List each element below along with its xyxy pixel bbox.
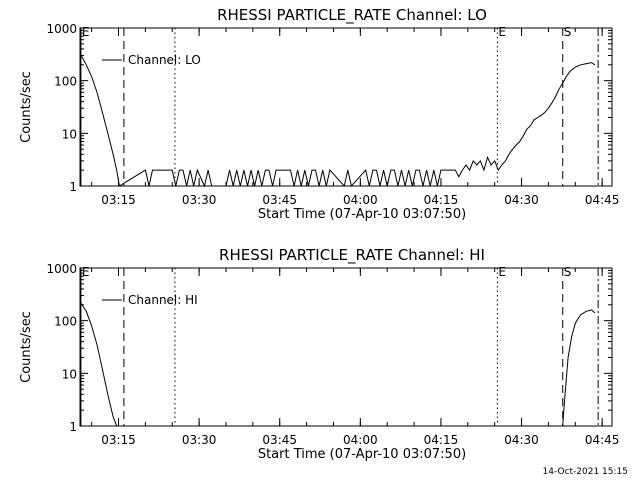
x-tick-label: 04:00 [343,433,378,447]
y-tick-label: 1 [69,420,77,434]
series-line [79,53,596,188]
y-tick-label: 100 [54,75,77,89]
y-tick-label: 1000 [46,22,77,36]
event-marker-label: S [564,25,572,39]
y-tick-label: 10 [62,127,77,141]
series-line [79,301,596,427]
chart-title: RHESSI PARTICLE_RATE Channel: HI [219,246,485,265]
x-tick-label: 04:45 [585,193,620,207]
x-tick-label: 03:30 [182,193,217,207]
chart-title: RHESSI PARTICLE_RATE Channel: LO [217,6,487,25]
y-axis-label: Counts/sec [19,311,34,383]
x-tick-label: 03:45 [262,433,297,447]
event-marker-label: S [564,265,572,279]
event-marker-label: E [82,25,90,39]
y-axis-label: Counts/sec [19,71,34,143]
x-tick-label: 03:30 [182,433,217,447]
x-axis-label: Start Time (07-Apr-10 03:07:50) [258,207,466,222]
x-axis-label: Start Time (07-Apr-10 03:07:50) [258,447,466,462]
event-marker-label: E [498,25,506,39]
y-tick-label: 100 [54,315,77,329]
legend-label: Channel: HI [128,293,198,307]
plot-frame [79,267,613,427]
x-tick-label: 03:45 [262,193,297,207]
legend-label: Channel: LO [128,53,201,67]
event-marker-label: E [498,265,506,279]
x-tick-label: 03:15 [101,193,136,207]
x-tick-label: 04:30 [504,193,539,207]
x-tick-label: 04:15 [424,193,459,207]
plot-frame [79,27,613,187]
x-tick-label: 04:45 [585,433,620,447]
y-tick-label: 10 [62,367,77,381]
x-tick-label: 03:15 [101,433,136,447]
y-tick-label: 1000 [46,262,77,276]
x-tick-label: 04:15 [424,433,459,447]
event-marker-label: E [82,265,90,279]
x-tick-label: 04:00 [343,193,378,207]
footer-timestamp: 14-Oct-2021 15:15 [542,467,628,477]
x-tick-label: 04:30 [504,433,539,447]
y-tick-label: 1 [69,180,77,194]
